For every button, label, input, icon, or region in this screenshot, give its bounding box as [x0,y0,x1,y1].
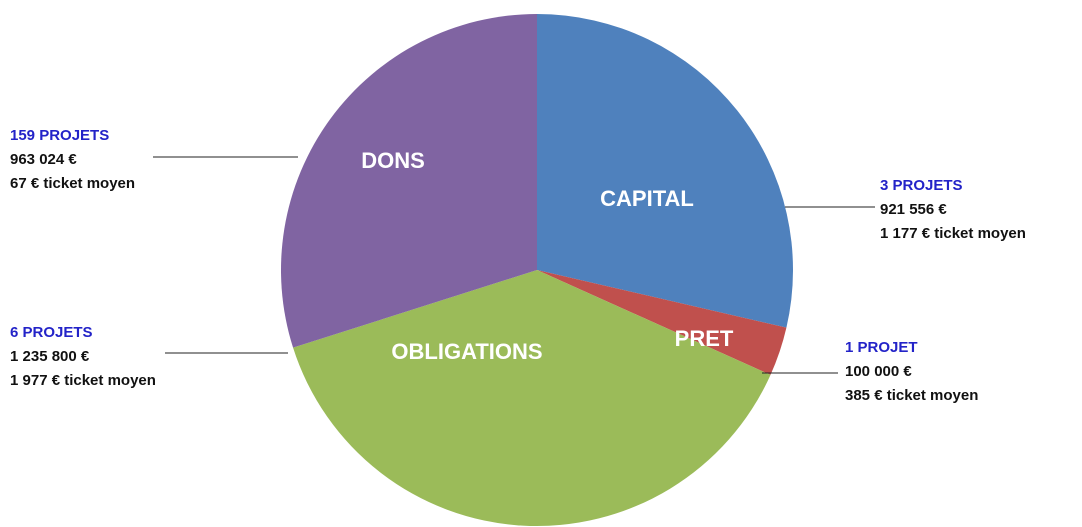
pie-slice [537,270,787,375]
ticket-label: 385 € ticket moyen [845,387,978,404]
pie-slice [281,14,537,348]
slice-label: PRET [675,326,734,351]
project-count: 1 PROJET [845,339,918,356]
ticket-label: 67 € ticket moyen [10,175,135,192]
value-label: 1 235 800 € [10,348,90,365]
pie-slice [293,270,771,526]
slice-label: CAPITAL [600,186,694,211]
project-count: 6 PROJETS [10,324,93,341]
value-label: 100 000 € [845,363,912,380]
project-count: 159 PROJETS [10,127,109,144]
slice-label: DONS [361,148,425,173]
slice-label: OBLIGATIONS [391,339,542,364]
ticket-label: 1 177 € ticket moyen [880,225,1026,242]
pie-slice [537,14,793,328]
value-label: 921 556 € [880,201,947,218]
project-count: 3 PROJETS [880,177,963,194]
ticket-label: 1 977 € ticket moyen [10,372,156,389]
value-label: 963 024 € [10,151,77,168]
